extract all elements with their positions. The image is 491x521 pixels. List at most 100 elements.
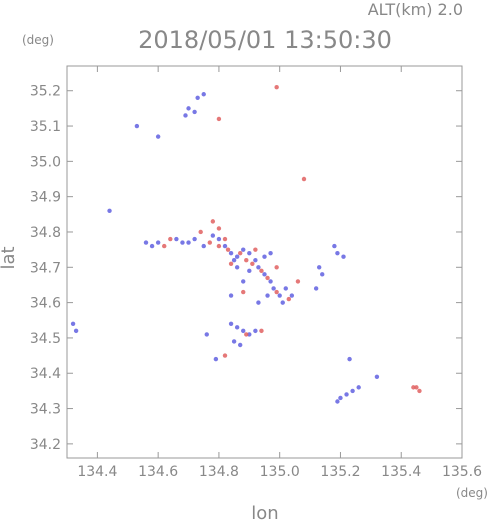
- data-point: [234, 254, 240, 259]
- data-point: [295, 279, 301, 284]
- data-point: [213, 356, 219, 362]
- x-unit-label: (deg): [456, 486, 488, 500]
- data-point: [280, 300, 285, 305]
- data-point: [216, 243, 222, 249]
- data-point: [149, 243, 155, 249]
- data-point: [411, 385, 416, 390]
- data-point: [274, 265, 279, 270]
- x-tick-label: 135.0: [260, 464, 300, 480]
- data-point: [274, 84, 279, 90]
- data-point: [414, 385, 419, 390]
- chart-timestamp: 2018/05/01 13:50:30: [138, 26, 392, 54]
- data-point: [134, 123, 140, 129]
- data-point: [228, 321, 234, 327]
- data-point: [237, 250, 243, 256]
- data-point: [216, 226, 222, 231]
- data-point: [241, 289, 246, 295]
- data-point: [186, 240, 191, 245]
- y-unit-label: (deg): [22, 33, 54, 47]
- data-point: [186, 106, 191, 111]
- data-point: [417, 388, 422, 394]
- data-point: [316, 265, 322, 270]
- x-tick-label: 135.6: [442, 464, 482, 480]
- data-point: [320, 272, 325, 277]
- data-point: [335, 399, 340, 404]
- y-tick-label: 35.0: [30, 154, 61, 170]
- x-tick-label: 135.2: [320, 464, 360, 480]
- y-tick-label: 34.9: [30, 190, 61, 206]
- data-point: [253, 247, 258, 252]
- x-tick-label: 134.4: [77, 464, 117, 480]
- data-point: [253, 328, 258, 334]
- data-point: [210, 219, 216, 224]
- data-point: [338, 395, 343, 401]
- data-point: [168, 236, 173, 242]
- data-point: [274, 289, 279, 295]
- data-point: [241, 279, 246, 284]
- data-point: [192, 236, 197, 242]
- y-tick-label: 35.1: [30, 119, 61, 135]
- data-point: [356, 385, 361, 390]
- data-point: [244, 258, 249, 263]
- data-point: [259, 328, 264, 334]
- x-tick-label: 134.8: [199, 464, 239, 480]
- data-point: [195, 95, 200, 100]
- data-point: [241, 328, 246, 334]
- data-point: [256, 265, 261, 270]
- altitude-label: ALT(km) 2.0: [368, 0, 463, 19]
- data-point: [253, 258, 258, 263]
- data-point: [174, 236, 179, 242]
- x-tick-label: 135.4: [381, 464, 421, 480]
- data-point: [262, 272, 267, 277]
- data-point: [237, 342, 243, 348]
- data-point: [201, 243, 206, 249]
- data-point: [234, 325, 240, 330]
- data-point: [192, 109, 197, 115]
- data-point: [225, 247, 231, 252]
- data-point: [107, 208, 112, 213]
- data-point: [286, 296, 292, 302]
- data-point: [162, 243, 167, 249]
- data-point: [183, 113, 188, 118]
- y-tick-label: 34.5: [30, 331, 61, 347]
- data-point: [256, 300, 261, 305]
- y-tick-label: 34.7: [30, 260, 61, 276]
- data-point: [241, 247, 246, 252]
- data-point: [222, 236, 228, 242]
- y-axis-label: lat: [0, 246, 19, 269]
- data-point: [231, 339, 237, 344]
- data-point: [228, 293, 234, 298]
- y-tick-label: 34.3: [30, 402, 61, 418]
- data-point: [201, 92, 206, 97]
- data-point: [222, 353, 228, 358]
- data-point: [268, 250, 273, 256]
- data-point: [234, 265, 240, 270]
- data-point: [301, 176, 307, 182]
- y-tick-label: 34.2: [30, 437, 61, 453]
- data-point: [228, 250, 234, 256]
- plot-frame: [66, 65, 463, 459]
- data-point: [265, 293, 270, 298]
- data-point: [216, 236, 222, 242]
- data-point: [250, 261, 255, 266]
- y-tick-label: 34.4: [30, 366, 61, 382]
- data-point: [155, 134, 161, 139]
- data-point: [247, 332, 252, 337]
- data-point: [335, 250, 340, 256]
- data-point: [374, 374, 380, 379]
- data-point: [347, 356, 352, 362]
- data-point: [244, 332, 249, 337]
- data-point: [247, 268, 252, 274]
- data-point: [268, 279, 273, 284]
- data-point: [216, 116, 222, 122]
- data-point: [222, 243, 228, 249]
- data-point: [341, 254, 346, 259]
- y-tick-label: 34.8: [30, 225, 61, 241]
- data-point: [277, 293, 282, 298]
- x-tick-label: 134.6: [138, 464, 178, 480]
- data-point: [313, 286, 319, 291]
- data-point: [207, 240, 213, 245]
- data-point: [155, 240, 161, 245]
- data-point: [198, 229, 203, 235]
